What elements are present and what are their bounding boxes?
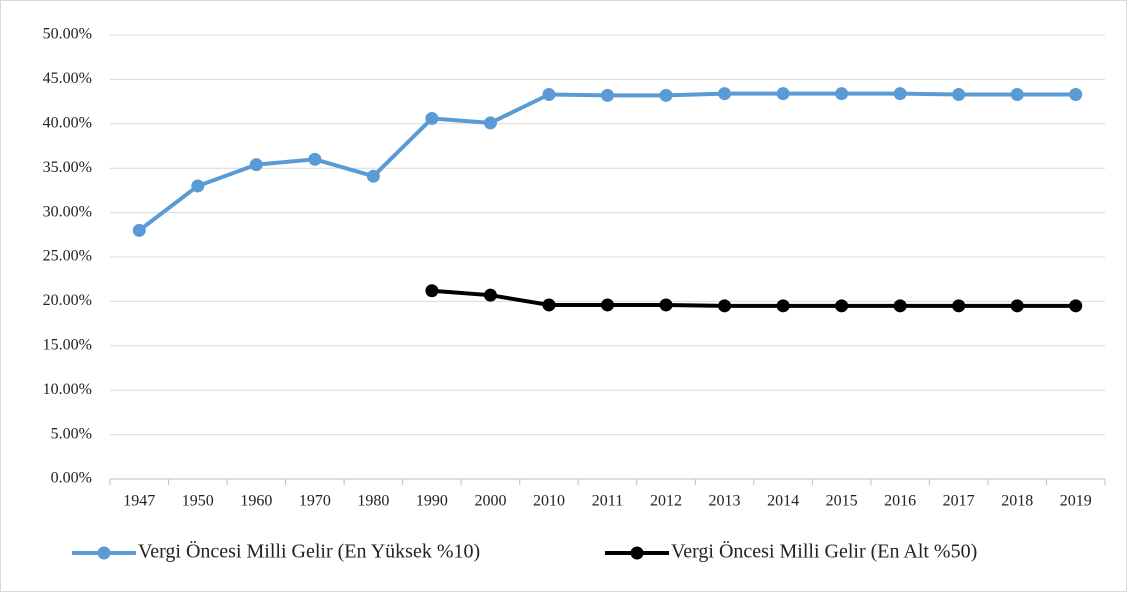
x-tick-label: 2000 xyxy=(474,493,506,510)
point xyxy=(483,288,497,302)
point xyxy=(893,87,907,101)
x-tick-label: 2018 xyxy=(1001,493,1033,510)
point xyxy=(776,87,790,101)
point xyxy=(366,169,380,183)
point xyxy=(952,87,966,101)
point xyxy=(601,88,614,102)
point xyxy=(249,158,263,172)
y-tick-label: 25.00% xyxy=(43,248,92,265)
y-tick-label: 40.00% xyxy=(43,114,92,131)
x-tick-label: 1960 xyxy=(240,493,272,510)
point xyxy=(659,88,673,102)
x-tick-label: 2017 xyxy=(943,493,975,510)
y-tick-label: 10.00% xyxy=(43,381,92,398)
point xyxy=(191,179,205,193)
x-tick-label: 2019 xyxy=(1060,493,1092,510)
legend-label: Vergi Öncesi Milli Gelir (En Alt %50) xyxy=(671,540,977,563)
point xyxy=(776,299,790,313)
x-tick-label: 1990 xyxy=(416,493,448,510)
x-tick-label: 1950 xyxy=(182,493,214,510)
point xyxy=(835,87,849,101)
point xyxy=(425,284,439,298)
point xyxy=(835,299,849,313)
legend-marker xyxy=(97,546,111,560)
y-tick-label: 30.00% xyxy=(43,203,92,220)
x-tick-label: 1980 xyxy=(357,493,389,510)
y-tick-label: 45.00% xyxy=(43,70,92,87)
x-tick-label: 2014 xyxy=(767,493,799,510)
x-tick-label: 2015 xyxy=(826,493,858,510)
x-tick-label: 2011 xyxy=(592,493,623,510)
point xyxy=(483,116,497,130)
y-tick-label: 5.00% xyxy=(51,425,92,442)
point xyxy=(542,87,556,101)
x-tick-label: 2016 xyxy=(884,493,916,510)
point xyxy=(952,299,966,313)
point xyxy=(308,152,322,166)
point xyxy=(1069,299,1083,313)
y-tick-label: 0.00% xyxy=(51,470,92,487)
point xyxy=(659,298,673,312)
point xyxy=(893,299,907,313)
point xyxy=(542,298,556,312)
y-tick-label: 50.00% xyxy=(43,26,92,43)
point xyxy=(1069,87,1083,101)
point xyxy=(425,111,439,125)
y-tick-label: 15.00% xyxy=(43,336,92,353)
point xyxy=(601,298,614,312)
x-tick-label: 1947 xyxy=(123,493,155,510)
legend-label: Vergi Öncesi Milli Gelir (En Yüksek %10) xyxy=(138,540,480,563)
series-line xyxy=(431,288,1076,308)
legend-marker xyxy=(630,546,644,560)
point xyxy=(1010,87,1024,101)
x-tick-label: 2010 xyxy=(533,493,565,510)
point xyxy=(1010,299,1024,313)
y-tick-label: 20.00% xyxy=(43,292,92,309)
point xyxy=(718,87,732,101)
point xyxy=(132,223,146,237)
x-tick-label: 2012 xyxy=(650,493,682,510)
x-tick-label: 2013 xyxy=(709,493,741,510)
point xyxy=(718,299,732,313)
x-tick-label: 1970 xyxy=(299,493,331,510)
y-tick-label: 35.00% xyxy=(43,159,92,176)
